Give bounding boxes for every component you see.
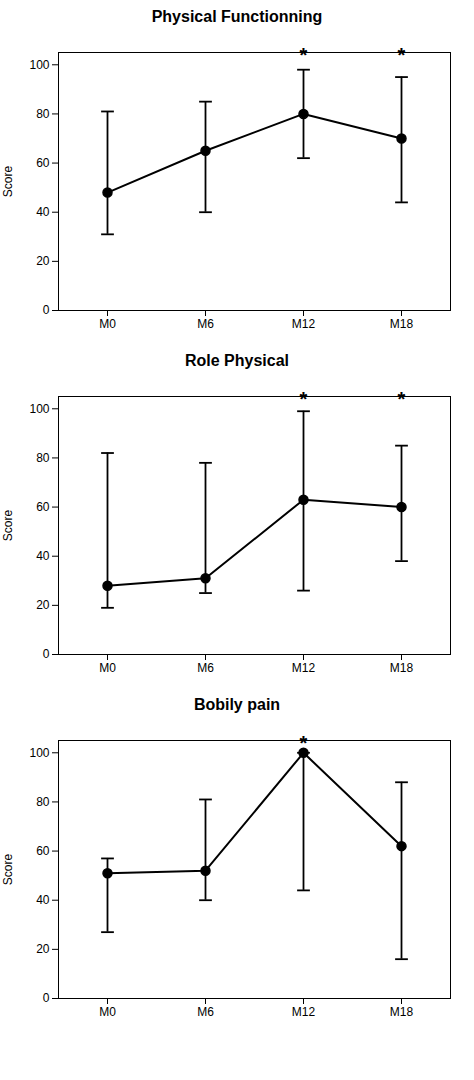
svg-text:M0: M0 (99, 317, 116, 331)
svg-text:20: 20 (36, 942, 50, 956)
svg-text:M6: M6 (197, 1005, 214, 1019)
svg-text:Score: Score (1, 166, 15, 198)
svg-text:M12: M12 (292, 317, 316, 331)
svg-text:80: 80 (36, 795, 50, 809)
svg-text:100: 100 (29, 58, 49, 72)
svg-text:M18: M18 (390, 661, 414, 675)
svg-text:Score: Score (1, 854, 15, 886)
html-text:Role Physical: Role Physical (185, 352, 289, 369)
svg-text:Score: Score (1, 510, 15, 542)
svg-text:*: * (300, 44, 308, 66)
svg-text:M0: M0 (99, 1005, 116, 1019)
svg-text:60: 60 (36, 500, 50, 514)
svg-text:20: 20 (36, 598, 50, 612)
svg-text:60: 60 (36, 156, 50, 170)
svg-text:M0: M0 (99, 661, 116, 675)
svg-text:0: 0 (43, 991, 50, 1005)
svg-text:100: 100 (29, 746, 49, 760)
svg-text:80: 80 (36, 451, 50, 465)
svg-text:M18: M18 (390, 1005, 414, 1019)
svg-text:20: 20 (36, 254, 50, 268)
html-text:Bobily pain: Bobily pain (193, 696, 281, 713)
svg-text:40: 40 (36, 549, 50, 563)
svg-text:80: 80 (36, 107, 50, 121)
svg-text:60: 60 (36, 844, 50, 858)
svg-text:M6: M6 (197, 661, 214, 675)
svg-text:*: * (398, 388, 406, 410)
svg-text:*: * (398, 44, 406, 66)
svg-text:0: 0 (43, 647, 50, 661)
svg-text:40: 40 (36, 893, 50, 907)
svg-text:M12: M12 (292, 661, 316, 675)
svg-text:100: 100 (29, 402, 49, 416)
svg-text:M6: M6 (197, 317, 214, 331)
html-text:Physical Functionning: Physical Functionning (151, 8, 323, 25)
svg-text:40: 40 (36, 205, 50, 219)
svg-text:M12: M12 (292, 1005, 316, 1019)
svg-text:*: * (300, 732, 308, 754)
svg-text:*: * (300, 388, 308, 410)
svg-text:M18: M18 (390, 317, 414, 331)
svg-text:0: 0 (43, 303, 50, 317)
